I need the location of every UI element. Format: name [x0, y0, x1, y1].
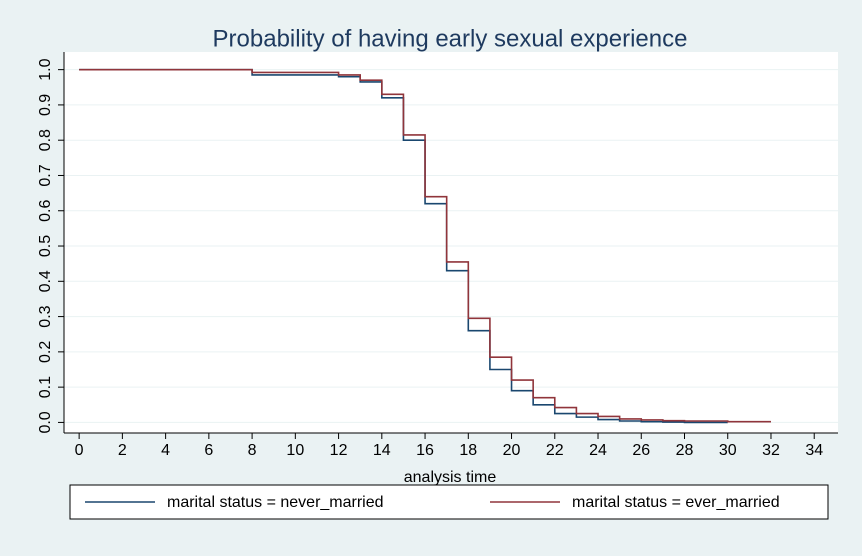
- legend: [69, 484, 829, 520]
- x-tick-label: 10: [286, 442, 304, 459]
- survival-line: [79, 68, 728, 424]
- x-tick-label: 18: [459, 442, 477, 459]
- legend-label: marital status = never_married: [167, 494, 384, 511]
- plot-area: [64, 52, 838, 433]
- x-axis-title: analysis time: [404, 469, 497, 486]
- x-tick-label: 26: [632, 442, 650, 459]
- x-tick-label: 14: [373, 442, 391, 459]
- y-tick-label: 0.5: [37, 235, 54, 257]
- x-tick-label: 32: [762, 442, 780, 459]
- x-tick-label: 34: [805, 442, 823, 459]
- y-tick-label: 0.6: [37, 200, 54, 222]
- y-tick-label: 0.3: [37, 305, 54, 327]
- x-tick-label: 12: [330, 442, 348, 459]
- x-tick-label: 24: [589, 442, 607, 459]
- x-tick-label: 2: [118, 442, 127, 459]
- x-tick-label: 6: [204, 442, 213, 459]
- x-tick-label: 20: [503, 442, 521, 459]
- y-tick-label: 0.8: [37, 129, 54, 151]
- x-tick-label: 8: [248, 442, 257, 459]
- chart-title: Probability of having early sexual exper…: [213, 25, 688, 52]
- y-tick-label: 0.9: [37, 94, 54, 116]
- x-tick-label: 4: [161, 442, 170, 459]
- y-tick-label: 0.7: [37, 164, 54, 186]
- x-tick-label: 28: [676, 442, 694, 459]
- x-tick-label: 0: [75, 442, 84, 459]
- x-tick-label: 30: [719, 442, 737, 459]
- y-tick-label: 0.4: [37, 270, 54, 292]
- y-tick-label: 0.2: [37, 341, 54, 363]
- x-tick-label: 16: [416, 442, 434, 459]
- legend-label: marital status = ever_married: [572, 494, 780, 511]
- y-tick-label: 1.0: [37, 58, 54, 80]
- y-tick-label: 0.1: [37, 376, 54, 398]
- survival-line: [79, 68, 771, 423]
- y-tick-label: 0.0: [37, 411, 54, 433]
- x-tick-label: 22: [546, 442, 564, 459]
